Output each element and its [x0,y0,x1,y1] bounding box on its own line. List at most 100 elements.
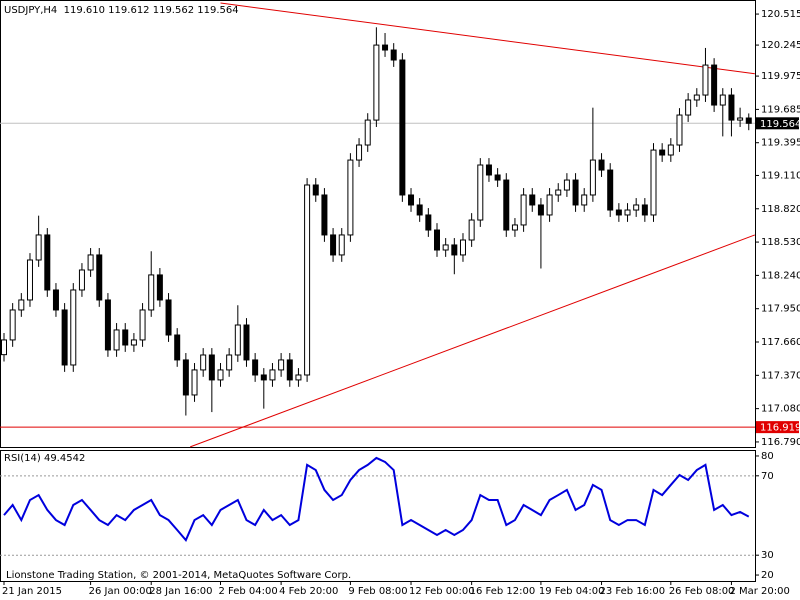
candle-body [382,44,389,51]
candle-body [139,309,146,341]
candle-body [659,149,666,156]
candle-body [96,254,103,301]
symbol-header: USDJPY,H4 119.610 119.612 119.562 119.56… [4,5,239,16]
y-tick-label: 117.080 [761,404,800,415]
x-tick-label: 4 Feb 20:00 [279,586,338,597]
candle-body [702,64,709,96]
candle-body [304,184,311,376]
y-tick-label: 70 [761,471,774,482]
candle-body [745,117,752,124]
y-tick-label: 80 [761,451,774,462]
candle-body [641,204,648,216]
y-tick-label: 118.240 [761,270,800,281]
candle-body [226,354,233,371]
candle-body [35,234,42,261]
y-tick-label: 119.685 [761,104,800,115]
price-label: 116.919 [760,423,800,434]
candle-body [555,189,562,196]
candle-body [87,254,94,271]
candle-body [459,239,466,256]
x-tick-label: 12 Feb 00:00 [409,586,475,597]
candle-body [615,209,622,216]
candle-body [737,117,744,121]
candle-body [728,94,735,121]
candle-body [200,354,207,371]
x-tick-label: 16 Feb 12:00 [470,586,536,597]
y-tick-label: 119.110 [761,170,800,181]
candle-body [572,179,579,206]
candle-body [485,164,492,176]
candle-body [442,244,449,251]
candle-body [598,159,605,171]
y-tick-label: 117.950 [761,304,800,315]
y-tick-label: 119.395 [761,138,800,149]
candle-body [451,244,458,256]
candle-body [330,234,337,256]
candle-body [165,299,172,336]
candle-body [416,204,423,216]
candle-body [520,194,527,226]
candle-body [425,214,432,231]
candle-body [685,99,692,116]
candle-body [347,159,354,236]
candle-body [148,274,155,311]
candle-body [537,204,544,216]
x-tick-label: 28 Jan 16:00 [149,586,212,597]
candle-body [174,334,181,361]
y-tick-label: 118.820 [761,204,800,215]
trendline [220,2,755,75]
candle-body [607,169,614,211]
candle-body [581,194,588,206]
y-tick-label: 118.530 [761,237,800,248]
candle-body [408,194,415,206]
candle-body [321,194,328,236]
candle-body [434,229,440,251]
candle-body [104,299,111,351]
price-label: 119.564 [760,119,800,130]
candle-body [563,179,570,191]
y-tick-label: 30 [761,550,774,561]
x-tick-label: 21 Jan 2015 [2,586,62,597]
candle-body [70,289,77,366]
candle-body [312,184,319,196]
candle-body [373,44,380,121]
candle-body [650,149,657,216]
candle-body [217,369,224,381]
footer: Lionstone Trading Station, © 2001-2014, … [6,570,351,581]
candle-body [356,144,363,161]
candle-body [529,194,536,206]
candle-body [364,119,371,146]
candle-body [468,219,475,241]
candle-body [693,94,700,101]
candle-body [122,329,129,346]
candle-body [260,374,267,381]
candle-body [18,299,25,311]
y-tick-label: 120.515 [761,9,800,20]
candle-body [338,234,345,256]
y-tick-label: 20 [761,570,774,581]
rsi-header: RSI(14) 49.4542 [4,453,85,464]
candle-body [494,174,501,181]
x-tick-label: 9 Feb 08:00 [348,586,407,597]
candle-body [399,59,406,196]
candle-body [26,259,33,301]
candle-body [191,369,198,396]
candle-body [546,194,553,216]
y-tick-label: 119.975 [761,71,800,82]
candle-body [44,234,51,291]
candle-body [511,224,518,231]
candle-body [9,309,16,341]
candle-body [78,269,85,291]
y-tick-label: 117.370 [761,370,800,381]
candle-body [624,209,631,216]
price-label-box [756,421,799,434]
candle-body [182,359,189,396]
candle-body [589,159,596,196]
candle-body [269,369,276,381]
y-tick-label: 117.660 [761,337,800,348]
candle-body [130,339,137,346]
price-label-box [756,117,799,130]
x-tick-label: 23 Feb 16:00 [600,586,666,597]
candle-body [52,289,59,311]
